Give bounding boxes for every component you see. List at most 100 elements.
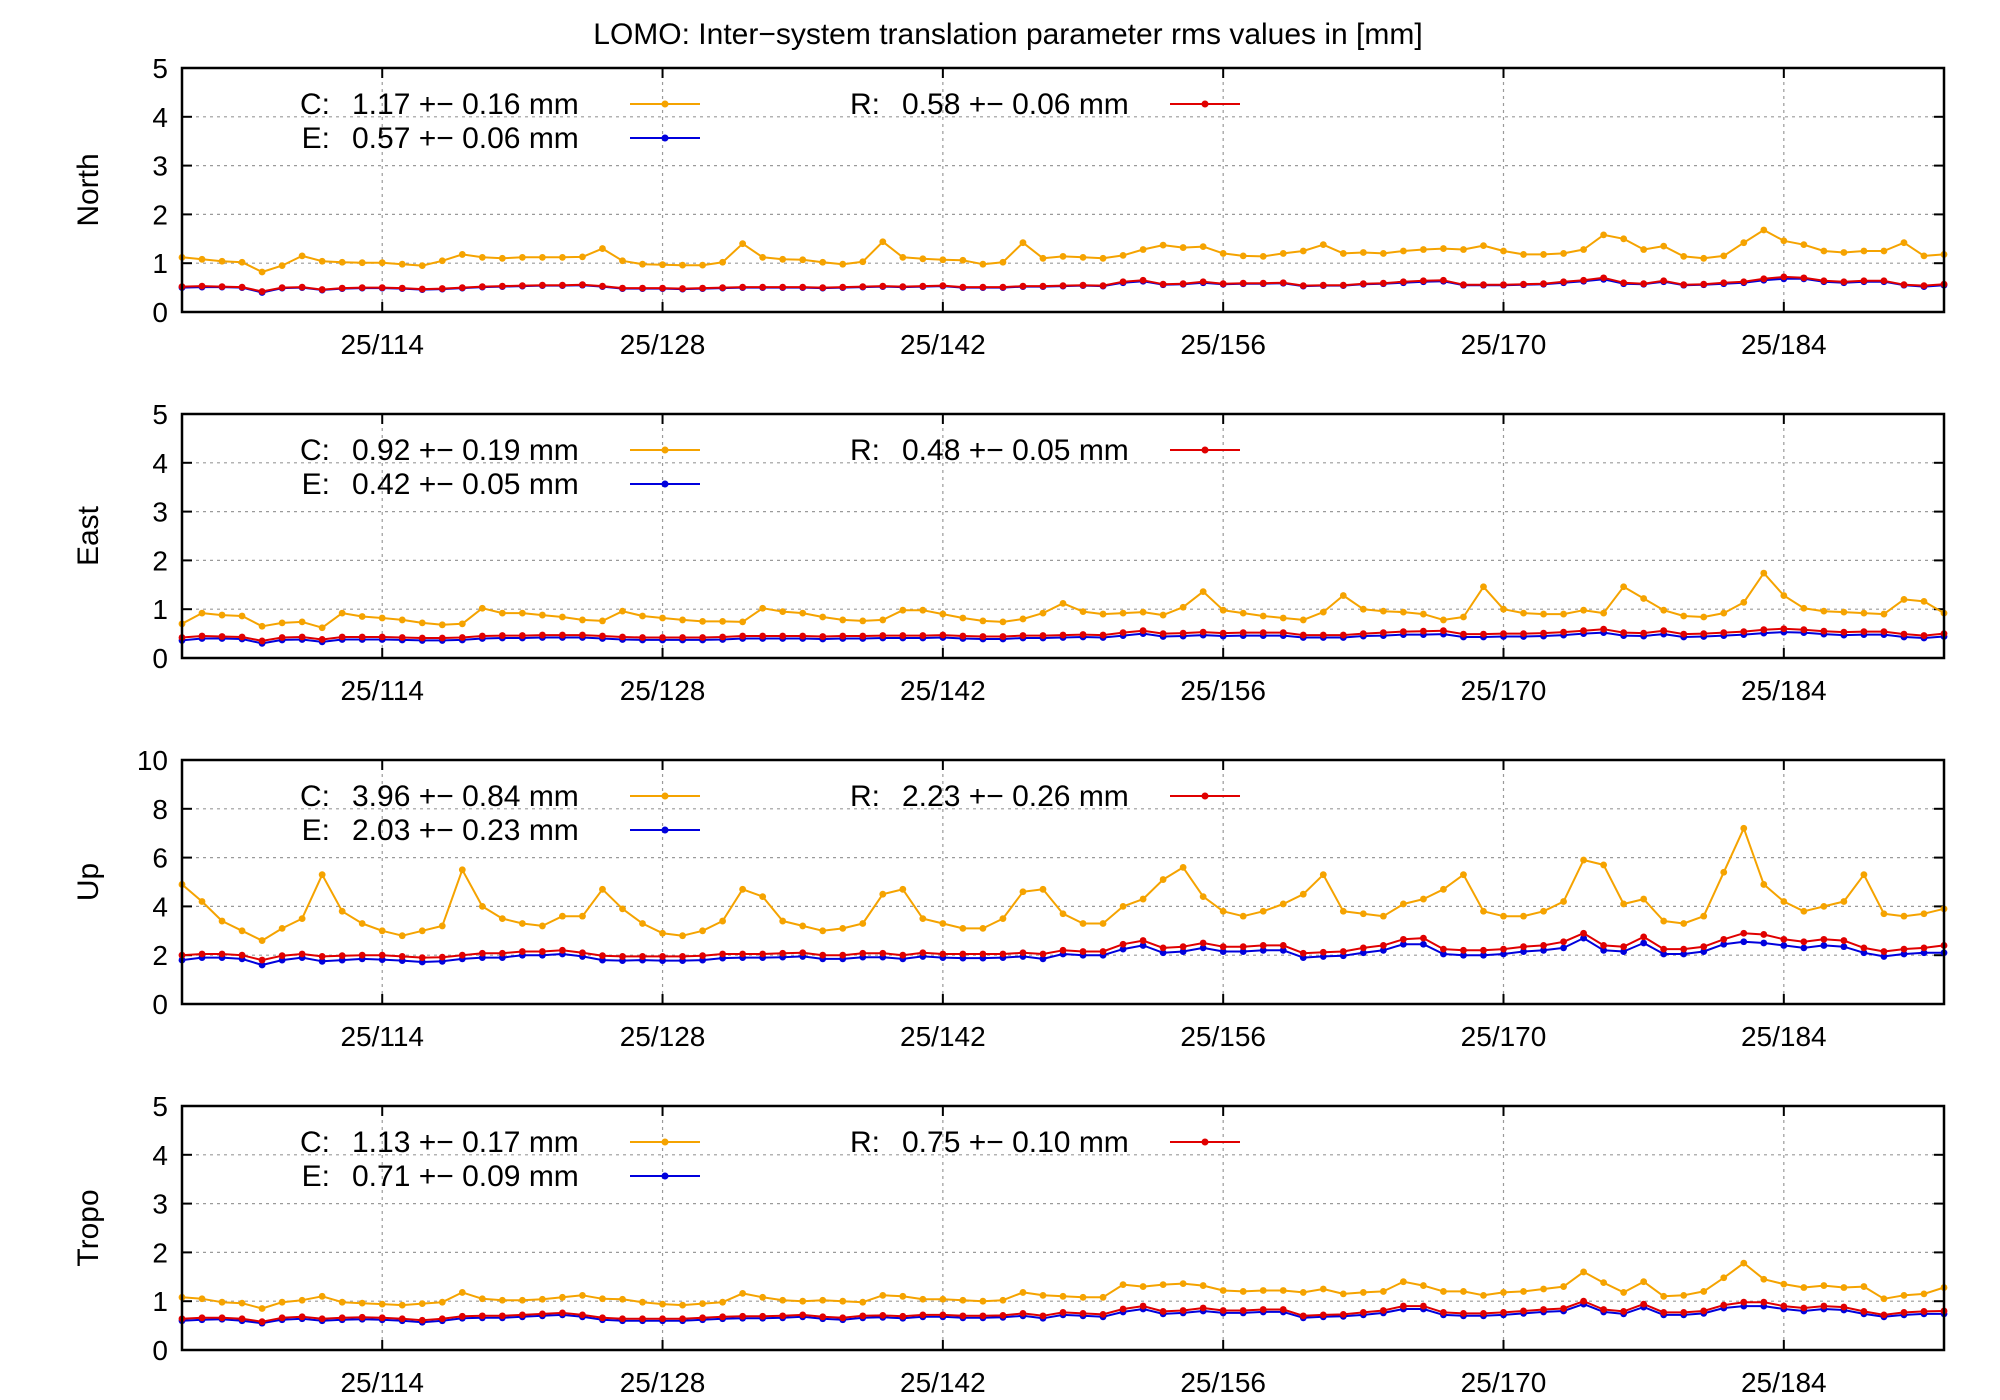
data-point-R (579, 281, 586, 289)
data-point-R (1680, 1309, 1688, 1316)
data-point-R (1680, 945, 1688, 953)
data-point-R (719, 1313, 727, 1321)
data-point-C (518, 609, 526, 617)
data-point-R (1239, 629, 1247, 637)
data-point-C (859, 920, 867, 927)
data-point-C (1359, 249, 1367, 256)
data-point-C (1379, 250, 1387, 257)
data-point-R (1660, 945, 1668, 953)
data-point-R (398, 284, 406, 292)
data-point-R (298, 633, 306, 641)
data-point-R (639, 284, 646, 292)
data-point-R (1279, 1306, 1287, 1313)
data-point-E (1480, 951, 1487, 959)
data-point-E (1540, 946, 1547, 954)
data-point-C (1780, 898, 1788, 905)
data-point-R (1720, 1301, 1728, 1309)
data-point-C (1099, 610, 1107, 618)
data-point-C (639, 260, 646, 268)
data-point-C (759, 893, 767, 901)
data-point-R (1880, 1311, 1888, 1319)
data-point-R (298, 283, 306, 291)
data-point-R (1179, 943, 1187, 951)
legend-key-R: R: (850, 434, 880, 467)
data-point-R (1640, 1300, 1648, 1308)
data-point-E (1500, 950, 1507, 958)
data-point-C (318, 624, 326, 632)
data-point-C (398, 1301, 406, 1309)
data-point-C (659, 261, 666, 269)
legend-key-E: E: (302, 814, 330, 847)
data-point-R (1359, 630, 1367, 637)
data-point-R (1700, 630, 1708, 637)
data-point-C (1239, 609, 1247, 617)
data-point-R (1560, 938, 1567, 946)
y-tick-label: 8 (152, 794, 168, 825)
data-point-R (238, 951, 246, 959)
data-point-R (1700, 280, 1708, 288)
data-point-R (679, 285, 686, 292)
data-point-R (1780, 625, 1788, 633)
data-point-R (1800, 274, 1808, 282)
data-point-R (919, 949, 927, 957)
data-point-C (879, 616, 887, 624)
data-point-C (358, 259, 366, 267)
data-point-C (539, 1295, 546, 1303)
legend-swatch-marker-C (661, 100, 669, 108)
x-tick-label: 25/156 (1180, 1367, 1266, 1398)
data-point-R (739, 950, 747, 958)
data-point-E (1760, 939, 1768, 947)
data-point-C (1039, 609, 1047, 617)
data-point-R (1660, 1309, 1668, 1316)
data-point-R (939, 631, 947, 639)
data-point-R (999, 633, 1007, 640)
data-point-R (1480, 946, 1487, 954)
data-point-R (278, 952, 286, 960)
data-point-R (1460, 946, 1467, 954)
data-point-R (1279, 942, 1287, 949)
data-point-C (1199, 588, 1207, 596)
data-point-R (859, 283, 867, 291)
legend-key-C: C: (300, 780, 330, 813)
data-point-R (358, 1313, 366, 1321)
data-point-R (1279, 629, 1287, 637)
legend-summary-R: 0.75 +− 0.10 mm (902, 1126, 1129, 1159)
data-point-R (1520, 280, 1527, 288)
data-point-E (1119, 945, 1127, 953)
data-point-R (278, 284, 286, 291)
data-point-C (378, 1300, 386, 1308)
data-point-R (1359, 1309, 1367, 1316)
data-point-C (539, 922, 546, 930)
data-point-C (1860, 247, 1868, 255)
data-point-C (1199, 1282, 1207, 1289)
data-point-R (1059, 631, 1067, 639)
data-point-R (639, 634, 646, 641)
data-point-C (1640, 595, 1648, 602)
legend-summary-C: 1.17 +− 0.16 mm (352, 88, 579, 121)
data-point-C (1299, 616, 1307, 624)
data-point-C (338, 609, 346, 617)
data-point-C (198, 898, 206, 905)
data-point-R (1199, 628, 1207, 636)
data-point-R (799, 283, 807, 291)
data-point-R (1720, 935, 1728, 943)
data-point-R (739, 1312, 747, 1320)
data-point-R (1399, 628, 1407, 636)
data-point-R (999, 1311, 1007, 1319)
data-point-R (679, 1315, 686, 1323)
x-tick-label: 25/184 (1741, 1021, 1827, 1052)
data-point-C (458, 251, 466, 258)
data-point-R (879, 632, 887, 639)
data-point-E (1720, 940, 1728, 948)
x-tick-label: 25/128 (620, 1021, 706, 1052)
data-point-C (1359, 1289, 1367, 1296)
data-point-R (1299, 1312, 1307, 1320)
data-point-R (759, 283, 767, 291)
y-tick-label: 3 (152, 151, 168, 182)
data-point-C (1219, 907, 1227, 915)
data-point-R (1379, 942, 1387, 949)
x-tick-label: 25/184 (1741, 329, 1827, 360)
data-point-R (639, 953, 646, 960)
data-point-E (1740, 938, 1748, 946)
data-point-C (999, 618, 1007, 626)
